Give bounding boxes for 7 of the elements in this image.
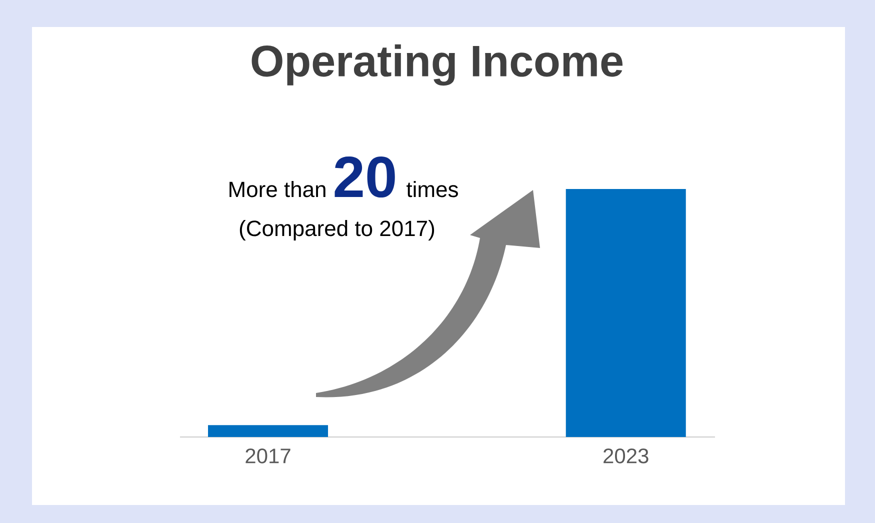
annotation: (Compared to 2017) — [240, 220, 434, 241]
x-tick-label: 2023 — [604, 448, 648, 464]
annotation: 20 — [334, 156, 395, 198]
annotation: More than — [230, 181, 326, 198]
chart-title: Operating Income — [252, 44, 623, 86]
annotation: times — [406, 181, 458, 198]
x-tick-label: 2017 — [246, 448, 290, 464]
